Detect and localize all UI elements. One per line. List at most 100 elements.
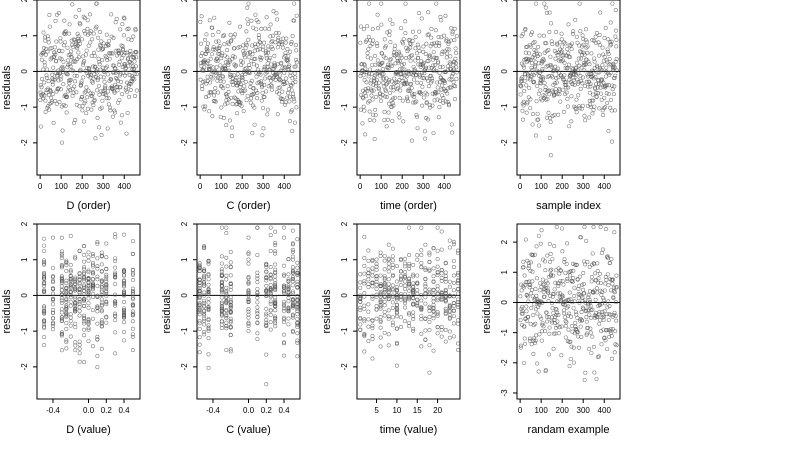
residual-point [95, 309, 100, 314]
residual-point [86, 326, 91, 331]
residual-point [374, 316, 379, 321]
residual-point [439, 334, 444, 339]
residual-point [588, 330, 593, 335]
residual-point [124, 85, 129, 90]
residual-point [219, 290, 224, 295]
residual-point [75, 31, 80, 36]
residual-point [290, 312, 295, 317]
residual-point [435, 97, 440, 102]
residual-point [525, 101, 530, 106]
residual-point [122, 312, 127, 317]
residual-point [99, 309, 104, 314]
residual-point [545, 75, 550, 80]
residual-point [82, 90, 87, 95]
residual-point [374, 276, 379, 281]
residual-point [289, 40, 294, 45]
residual-point [444, 55, 449, 60]
residual-point [99, 105, 104, 110]
residual-point [537, 332, 542, 337]
residual-point [423, 301, 428, 306]
residual-point [282, 306, 287, 311]
x-tick-label: 200 [396, 182, 410, 191]
residual-point [295, 354, 300, 359]
residual-point [286, 308, 291, 313]
residual-point [431, 246, 436, 251]
residual-point [366, 47, 371, 52]
residual-point [81, 119, 86, 124]
residual-point [410, 29, 415, 34]
residual-point [451, 242, 456, 247]
residual-point [370, 296, 375, 301]
residual-point [219, 295, 224, 300]
residual-point [228, 325, 233, 330]
residual-point [363, 132, 368, 137]
residual-point [64, 305, 69, 310]
residual-points [358, 225, 460, 375]
residual-point [99, 269, 104, 274]
residual-point [610, 1, 615, 6]
residual-point [82, 243, 87, 248]
residual-point [119, 51, 124, 56]
residual-point [291, 96, 296, 101]
residual-point [290, 301, 295, 306]
residual-point [207, 90, 212, 95]
residual-point [411, 281, 416, 286]
residual-point [86, 327, 91, 332]
y-tick-label: -1 [20, 103, 29, 111]
residual-point [59, 253, 64, 258]
residual-point [562, 73, 567, 78]
residual-point [563, 335, 568, 340]
residual-point [42, 311, 47, 316]
residual-point [607, 57, 612, 62]
residual-point [378, 315, 383, 320]
residual-point [86, 339, 91, 344]
residual-point [566, 22, 571, 27]
residual-point [394, 288, 399, 293]
residual-point [250, 92, 255, 97]
residual-point [555, 91, 560, 96]
residual-point [219, 301, 224, 306]
residual-point [436, 43, 441, 48]
residual-point [435, 310, 440, 315]
residual-point [443, 276, 448, 281]
residual-point [42, 258, 47, 263]
residual-point [530, 68, 535, 73]
residual-point [64, 339, 69, 344]
residual-point [425, 33, 430, 38]
residual-point [219, 267, 224, 272]
residual-point [382, 284, 387, 289]
residual-point [73, 296, 78, 301]
residual-point [586, 292, 591, 297]
residual-point [86, 319, 91, 324]
residual-point [280, 45, 285, 50]
residual-point [59, 249, 64, 254]
residual-point [282, 263, 287, 268]
residual-points [518, 1, 619, 158]
residual-point [362, 319, 367, 324]
residual-point [569, 344, 574, 349]
residual-point [547, 325, 552, 330]
residual-point [219, 225, 224, 230]
residual-point [571, 78, 576, 83]
residual-point [68, 284, 73, 289]
residual-point [362, 263, 367, 268]
residual-point [200, 87, 205, 92]
residual-point [520, 117, 525, 122]
residual-point [436, 115, 441, 120]
residual-point [362, 90, 367, 95]
residual-point [228, 347, 233, 352]
residual-point [87, 67, 92, 72]
residual-point [224, 288, 229, 293]
residual-point [107, 56, 112, 61]
residual-point [246, 291, 251, 296]
residual-point [101, 75, 106, 80]
residual-point [358, 40, 363, 45]
residual-point [108, 77, 113, 82]
residual-point [100, 58, 105, 63]
residual-point [224, 273, 229, 278]
residual-point [132, 77, 137, 82]
residual-point [582, 298, 587, 303]
residual-point [99, 133, 104, 138]
residual-point [596, 280, 601, 285]
residual-point [548, 54, 553, 59]
